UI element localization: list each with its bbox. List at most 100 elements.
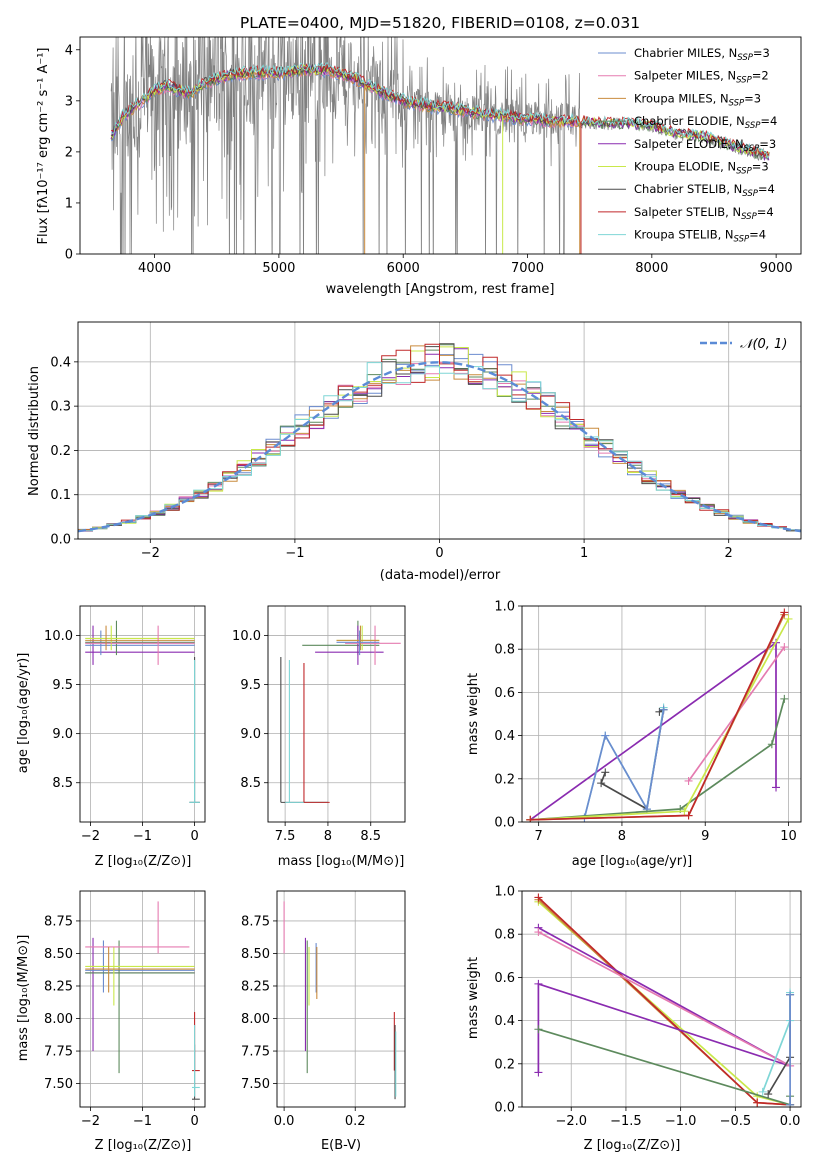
- x-tick-label: 8: [324, 829, 332, 844]
- y-tick-label: 0.2: [50, 444, 71, 459]
- legend-label-text: Chabrier MILES, N: [634, 46, 737, 60]
- y-tick-label: 0.0: [50, 533, 71, 548]
- weight-vs-age-plot: 7 8 9 10 0.0 0.2 0.4 0.6 0.8 1.0: [494, 600, 802, 844]
- x-tick-label: 0.0: [780, 1114, 801, 1129]
- x-tick-label: 6000: [387, 261, 420, 276]
- age-vs-mass-xlabel: mass [log₁₀(M/M⊙)]: [278, 854, 405, 869]
- legend-label: Salpeter STELIB, NSSP=4: [634, 205, 774, 222]
- legend-label-suffix: =4: [757, 205, 774, 219]
- model-line-salpeter_stelib: [111, 62, 770, 158]
- legend-label: Chabrier ELODIE, NSSP=4: [634, 114, 777, 131]
- y-tick-label: 8.25: [241, 979, 270, 994]
- legend-label-suffix: =4: [758, 182, 775, 196]
- y-tick-label: 8.50: [44, 947, 73, 962]
- legend-label-suffix: =3: [759, 137, 776, 151]
- x-tick-label: −1: [133, 829, 152, 844]
- weight-point: [534, 1068, 543, 1077]
- weight-line-chabrier_miles: [583, 709, 665, 818]
- spectrum-xlabel: wavelength [Angstrom, rest frame]: [326, 282, 555, 297]
- y-tick-label: 8.5: [240, 776, 261, 791]
- x-tick-label: 0.2: [345, 1114, 366, 1129]
- legend-label-sub: SSP: [729, 98, 745, 108]
- x-tick-label: 8: [618, 829, 626, 844]
- y-tick-label: 3: [65, 94, 73, 109]
- mass-vs-ebv-plot: 0.0 0.2 7.50 7.75 8.00 8.25 8.50 8.75: [241, 890, 406, 1129]
- weight-vs-age-panel: 7 8 9 10 0.0 0.2 0.4 0.6 0.8 1.0 age [log₁₀(age/y…: [466, 600, 802, 869]
- y-tick-label: 4: [65, 43, 73, 58]
- legend-label-text: Kroupa ELODIE, N: [634, 160, 736, 174]
- weight-line-salpeter_elodie: [537, 926, 791, 1073]
- x-tick-label: −1.5: [610, 1114, 642, 1129]
- x-tick-label: −1.0: [665, 1114, 697, 1129]
- x-tick-label: 4000: [138, 261, 171, 276]
- spectrum-ylabel: Flux [fλ10⁻¹⁷ erg cm⁻² s⁻¹ A⁻¹]: [36, 48, 51, 245]
- legend-label-sub: SSP: [741, 212, 757, 222]
- y-tick-label: 2: [65, 145, 73, 160]
- weight-point: [601, 731, 610, 740]
- y-tick-label: 1: [65, 196, 73, 211]
- y-tick-label: 7.75: [241, 1045, 270, 1060]
- weight-line-kroupa_miles: [530, 614, 786, 821]
- y-tick-label: 10.0: [232, 629, 261, 644]
- weight-point: [753, 1098, 762, 1107]
- legend-label-suffix: =4: [760, 114, 777, 128]
- x-tick-label: 5000: [262, 261, 295, 276]
- weight-point: [534, 928, 543, 937]
- legend-label-suffix: =3: [753, 46, 770, 60]
- legend-label-text: Salpeter ELODIE, N: [634, 137, 744, 151]
- legend-label-text: Kroupa STELIB, N: [634, 228, 734, 242]
- legend-label-suffix: =2: [752, 69, 769, 83]
- y-tick-label: 0.0: [494, 816, 515, 831]
- y-tick-label: 0.4: [494, 1014, 515, 1029]
- x-tick-label: 0: [190, 829, 198, 844]
- weight-point: [597, 779, 606, 788]
- plot-area: [78, 343, 801, 533]
- residual-hist-kroupa_stelib: [78, 362, 801, 532]
- y-tick-label: 0.2: [494, 772, 515, 787]
- y-tick-label: 0.0: [494, 1101, 515, 1116]
- axes-frame: [79, 890, 206, 1108]
- legend-label-sub: SSP: [745, 121, 761, 131]
- axes-frame: [77, 321, 802, 540]
- model-line-kroupa_stelib: [110, 62, 770, 159]
- legend-label-text: Chabrier ELODIE, N: [634, 114, 745, 128]
- axes-frame: [276, 890, 406, 1108]
- legend-label: Salpeter MILES, NSSP=2: [634, 69, 769, 86]
- spectrum-plot: 4000 5000 6000 7000 8000 9000 0 1 2 3 4 Chabrier MI…: [65, 36, 802, 276]
- weight-point: [786, 1100, 795, 1107]
- y-tick-label: 0.8: [494, 928, 515, 943]
- x-tick-label: 7: [535, 829, 543, 844]
- age-vs-mass-plot: 7.5 8 8.5 8.5 9.0 9.5 10.0: [232, 605, 406, 844]
- y-tick-label: 8.25: [44, 979, 73, 994]
- y-tick-label: 0.3: [50, 400, 71, 415]
- weight-vs-z-plot: −2.0 −1.5 −1.0 −0.5 0.0 0.0 0.2 0.4 0.6 0.8 1.0: [494, 885, 802, 1129]
- age-vs-z-panel: −2 −1 0 8.5 9.0 9.5 10.0 Z [log₁₀(Z/Z⊙)] age […: [16, 605, 206, 869]
- weight-line-kroupa_stelib: [761, 992, 791, 1093]
- y-tick-label: 9.0: [52, 727, 73, 742]
- legend-label: Chabrier MILES, NSSP=3: [634, 46, 770, 63]
- y-tick-label: 7.50: [44, 1077, 73, 1092]
- y-tick-label: 9.0: [240, 727, 261, 742]
- weight-point: [601, 768, 610, 777]
- mass-vs-z-panel: −2 −1 0 7.50 7.75 8.00 8.25 8.50 8.75 Z [log₁₀(Z…: [16, 890, 206, 1153]
- legend-label-suffix: =4: [749, 228, 766, 242]
- x-tick-label: 8000: [635, 261, 668, 276]
- mass-vs-ebv-xlabel: E(B-V): [321, 1138, 361, 1153]
- plot-area: [534, 893, 795, 1107]
- x-tick-label: 8.5: [360, 829, 381, 844]
- mass-vs-z-ylabel: mass [log₁₀(M/M⊙)]: [16, 935, 31, 1062]
- plot-area: [85, 620, 200, 803]
- age-vs-z-plot: −2 −1 0 8.5 9.0 9.5 10.0: [44, 605, 206, 844]
- x-tick-label: −2.0: [555, 1114, 587, 1129]
- weight-line-salpeter_stelib: [537, 896, 791, 1106]
- x-tick-label: −2: [81, 829, 100, 844]
- y-tick-label: 8.75: [44, 914, 73, 929]
- weight-vs-age-ylabel: mass weight: [466, 673, 481, 755]
- residuals-plot: −2 −1 0 1 2 0.0 0.1 0.2 0.3 0.4 𝒩(0, 1): [50, 321, 802, 561]
- axes-frame: [521, 890, 802, 1108]
- axes-frame: [79, 36, 802, 255]
- x-tick-label: −2: [141, 546, 160, 561]
- spectrum-title: PLATE=0400, MJD=51820, FIBERID=0108, z=0…: [240, 14, 640, 32]
- weight-point: [764, 1090, 773, 1099]
- y-tick-label: 0.2: [494, 1057, 515, 1072]
